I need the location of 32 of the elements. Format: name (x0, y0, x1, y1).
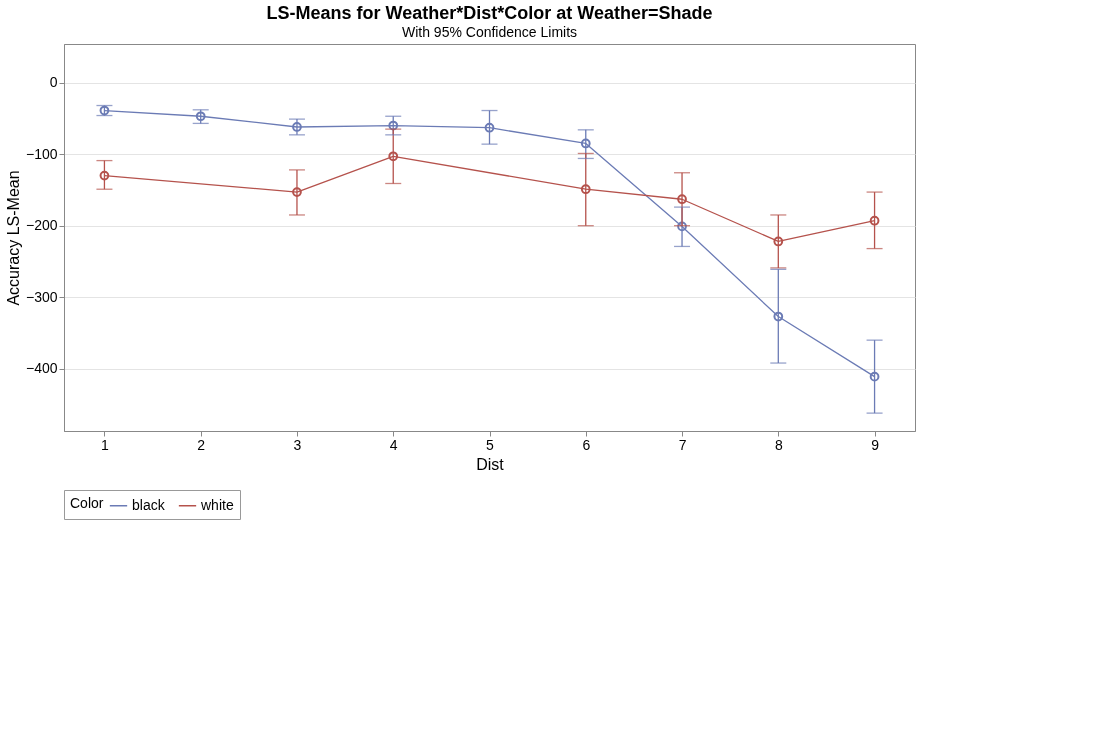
x-tick-label: 2 (197, 436, 206, 453)
y-tick-label: −100 (25, 145, 58, 162)
chart-subtitle: With 95% Confidence Limits (401, 24, 578, 40)
point (292, 187, 302, 197)
chart-title: LS-Means for Weather*Dist*Color at Weather=Shade (266, 3, 713, 23)
x-axis-title: Dist (476, 455, 505, 473)
point (580, 184, 591, 195)
point (677, 194, 687, 205)
y-tick-label: 0 (49, 74, 58, 91)
legend-title: Color (70, 495, 104, 511)
y-tick-label: −400 (25, 360, 58, 377)
x-tick-label: 6 (582, 436, 591, 453)
point (580, 138, 591, 149)
point (484, 122, 495, 133)
point (388, 151, 399, 162)
x-tick-label: 3 (293, 436, 302, 453)
x-tick-label: 8 (774, 436, 783, 453)
point (292, 122, 302, 132)
y-tick-label: −300 (25, 288, 58, 305)
y-axis-title: Accuracy LS-Mean (4, 170, 22, 306)
x-tick-label: 5 (486, 436, 495, 453)
x-tick-label: 1 (101, 436, 110, 453)
point (773, 236, 784, 247)
point (677, 221, 687, 232)
point (388, 120, 399, 131)
point (773, 311, 784, 322)
x-tick-label: 7 (678, 436, 687, 453)
y-tick-label: −200 (25, 217, 58, 234)
legend-label: white (200, 496, 234, 513)
x-tick-label: 9 (871, 436, 880, 453)
x-tick-label: 4 (389, 436, 398, 453)
legend-label: black (132, 496, 166, 513)
